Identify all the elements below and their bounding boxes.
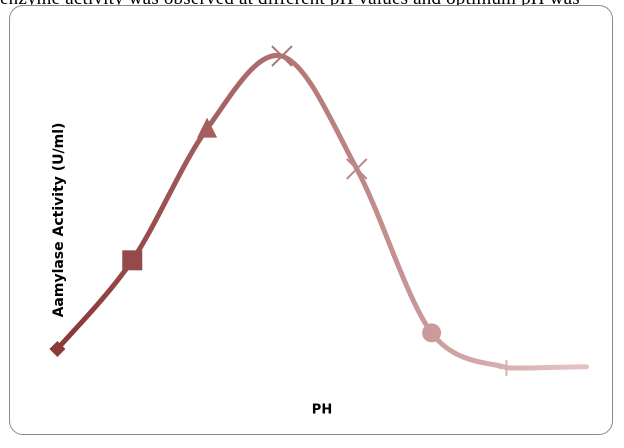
- data-markers: [49, 45, 515, 376]
- caption-text: enzyme activity was observed at differen…: [0, 0, 624, 10]
- x-axis-label: PH: [311, 402, 333, 418]
- chart-area: [9, 5, 613, 435]
- data-point-1: [49, 341, 66, 357]
- data-point-6: [422, 323, 442, 343]
- series-line: [54, 52, 589, 371]
- data-point-3: [197, 117, 218, 138]
- data-point-7: [498, 359, 515, 376]
- data-point-4: [271, 45, 293, 67]
- data-point-5: [346, 158, 368, 180]
- y-axis-label: Aamylase Activity (U/ml): [51, 122, 67, 318]
- data-point-2: [122, 250, 143, 271]
